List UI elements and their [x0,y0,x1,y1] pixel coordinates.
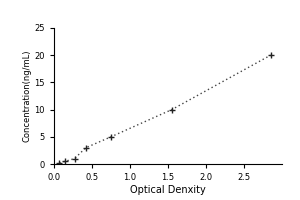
Y-axis label: Concentration(ng/mL): Concentration(ng/mL) [23,50,32,142]
X-axis label: Optical Denxity: Optical Denxity [130,185,206,195]
